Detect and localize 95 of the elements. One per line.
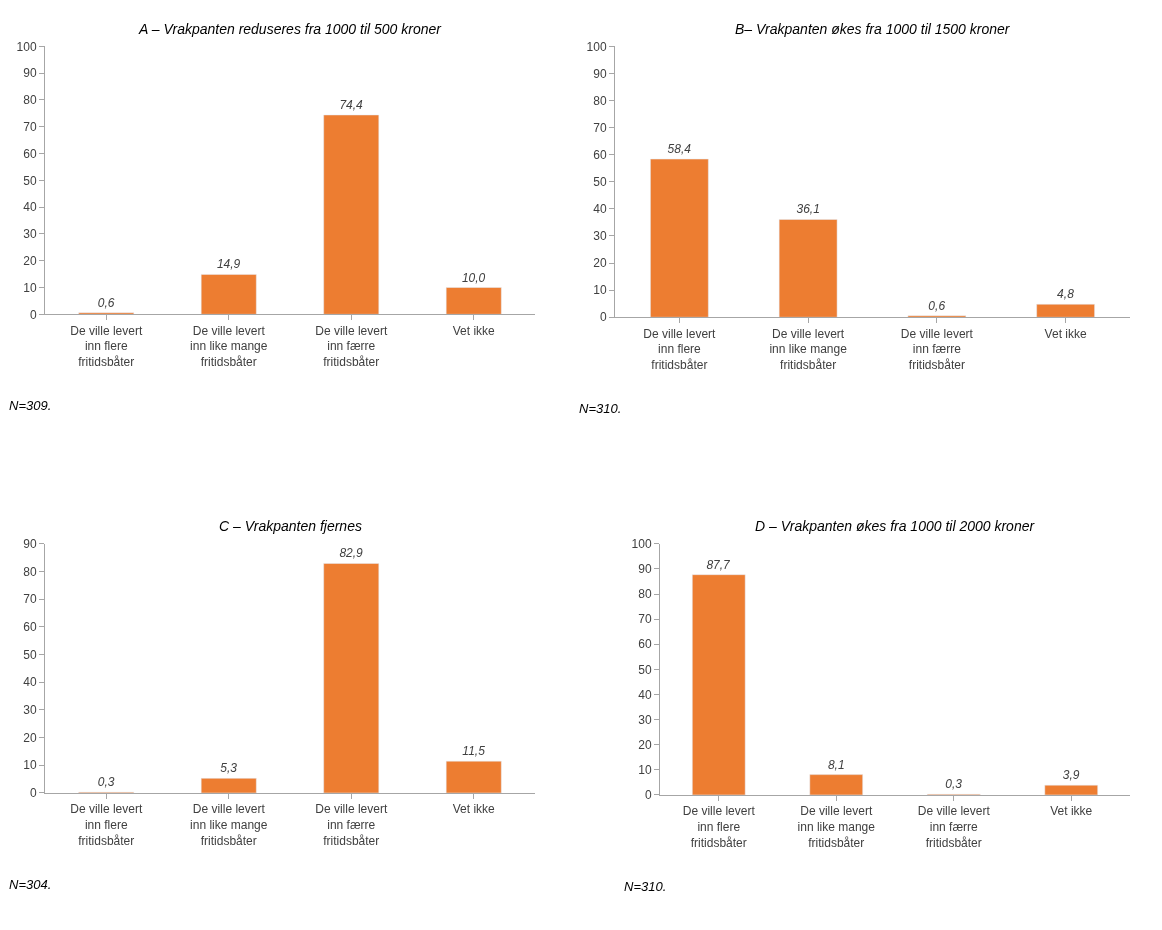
data-label: 74,4 — [339, 97, 364, 112]
chart-title: C – Vrakpanten fjernes — [219, 518, 362, 534]
y-tick-label: 60 — [23, 620, 37, 635]
y-tick-label: 70 — [23, 119, 37, 134]
x-tick-label: Vet ikke — [1044, 326, 1087, 341]
x-tick-label: Vet ikke — [1050, 804, 1093, 819]
y-tick-label: 90 — [593, 66, 607, 81]
y-tick-label: 90 — [638, 562, 652, 577]
y-tick-label: 80 — [593, 93, 607, 108]
x-tick-label: Vet ikke — [452, 802, 496, 817]
y-tick-label: 0 — [599, 310, 607, 325]
x-tick-label: Vet ikke — [452, 323, 496, 338]
y-tick-label: 70 — [638, 612, 652, 627]
y-tick-label: 0 — [29, 307, 37, 322]
bar — [323, 114, 380, 315]
bar — [200, 274, 257, 315]
y-tick-label: 40 — [593, 202, 607, 217]
y-tick-label: 50 — [593, 175, 607, 190]
data-label: 4,8 — [1057, 287, 1075, 302]
y-tick-label: 30 — [638, 712, 652, 727]
x-tick-label: De ville levert inn like mange fritidsbåter — [190, 802, 268, 848]
data-label: 5,3 — [220, 761, 238, 776]
y-tick-label: 10 — [23, 758, 37, 773]
y-tick-label: 0 — [29, 786, 37, 801]
x-tick-label: De ville levert inn like mange fritidsbåter — [190, 323, 268, 369]
y-tick-label: 20 — [23, 730, 37, 745]
y-tick-label: 70 — [23, 592, 37, 607]
y-tick-label: 100 — [16, 39, 37, 54]
y-tick-label: 50 — [638, 662, 652, 677]
y-tick-label: 80 — [23, 564, 37, 579]
y-tick-label: 70 — [593, 120, 607, 135]
data-label: 0,3 — [945, 777, 963, 792]
y-tick-label: 100 — [631, 537, 652, 551]
y-tick-label: 40 — [638, 687, 652, 702]
y-tick-label: 90 — [23, 66, 37, 81]
text: N=309. — [9, 398, 52, 413]
x-tick-label: De ville levert inn flere fritidsbåter — [643, 326, 717, 372]
chart-title: D – Vrakpanten økes fra 1000 til 2000 kroner — [755, 518, 1036, 534]
x-tick-label: De ville levert inn færre fritidsbåter — [315, 802, 388, 848]
y-tick-label: 0 — [644, 788, 652, 803]
bar — [1036, 304, 1095, 318]
data-label: 10,0 — [461, 270, 486, 285]
bar — [809, 774, 863, 795]
data-label: 0,6 — [928, 298, 946, 313]
x-tick-label: De ville levert inn flere fritidsbåter — [70, 323, 143, 369]
data-label: 14,9 — [216, 257, 241, 272]
text: N=310. — [579, 401, 622, 416]
y-tick-label: 50 — [23, 647, 37, 662]
x-tick-label: De ville levert inn færre fritidsbåter — [900, 326, 974, 372]
x-tick-label: De ville levert inn flere fritidsbåter — [70, 802, 143, 848]
text: N=310. — [624, 879, 667, 894]
y-tick-label: 60 — [23, 146, 37, 161]
x-tick-label: De ville levert inn færre fritidsbåter — [315, 323, 388, 369]
bar — [200, 778, 257, 793]
data-label: 0,3 — [97, 775, 115, 790]
y-tick-label: 20 — [593, 256, 607, 271]
data-label: 11,5 — [462, 744, 486, 759]
bar — [778, 219, 838, 318]
data-label: 82,9 — [339, 546, 364, 561]
y-tick-label: 20 — [23, 253, 37, 268]
data-label: 36,1 — [796, 202, 820, 217]
x-tick-label: De ville levert inn like mange fritidsbåter — [769, 326, 848, 372]
data-label: 58,4 — [667, 142, 692, 157]
data-label: 87,7 — [706, 557, 732, 572]
chart-title: B– Vrakpanten økes fra 1000 til 1500 kroner — [735, 21, 1011, 37]
data-label: 3,9 — [1062, 768, 1080, 783]
x-tick-label: De ville levert inn like mange fritidsbåter — [797, 804, 876, 850]
y-tick-label: 20 — [638, 737, 652, 752]
bar — [650, 158, 709, 318]
y-tick-label: 80 — [23, 93, 37, 108]
y-tick-label: 90 — [23, 537, 37, 551]
y-tick-label: 60 — [638, 637, 652, 652]
y-tick-label: 10 — [23, 280, 37, 295]
y-tick-label: 60 — [593, 147, 607, 162]
y-tick-label: 30 — [23, 703, 37, 718]
data-label: 8,1 — [827, 757, 845, 772]
data-label: 0,6 — [97, 295, 115, 310]
y-tick-label: 80 — [638, 587, 652, 602]
y-tick-label: 30 — [23, 227, 37, 242]
y-tick-label: 40 — [23, 200, 37, 215]
x-tick-label: De ville levert inn flere fritidsbåter — [682, 804, 756, 850]
bar — [445, 760, 502, 793]
bar — [1044, 784, 1098, 795]
y-tick-label: 30 — [593, 229, 607, 244]
y-tick-label: 40 — [23, 675, 37, 690]
x-tick-label: De ville levert inn færre fritidsbåter — [917, 804, 991, 850]
y-tick-label: 10 — [593, 283, 607, 298]
y-tick-label: 100 — [586, 39, 607, 54]
bar — [323, 563, 380, 793]
y-tick-label: 50 — [23, 173, 37, 188]
bar — [445, 287, 502, 315]
bar — [692, 574, 746, 795]
text: N=304. — [9, 877, 52, 892]
chart-title: A – Vrakpanten reduseres fra 1000 til 500 kroner — [138, 21, 443, 37]
y-tick-label: 10 — [638, 763, 652, 778]
